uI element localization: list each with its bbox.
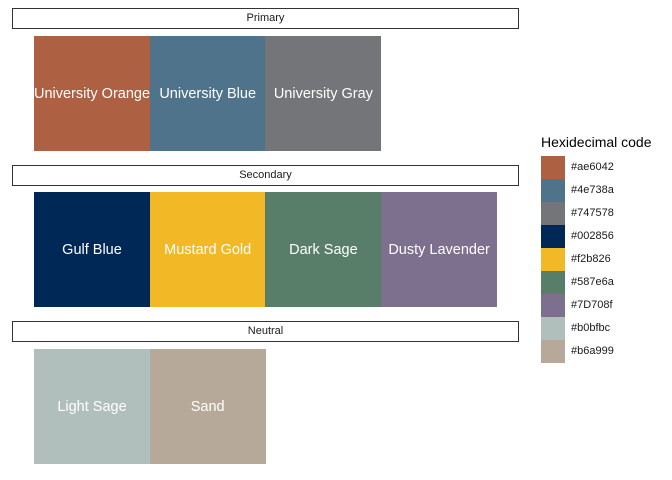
legend-swatch: [541, 248, 565, 271]
legend-label: #587e6a: [571, 276, 614, 288]
color-tile: University Blue: [149, 36, 266, 151]
legend-title: Hexidecimal code: [541, 134, 652, 150]
tile-label: University Orange: [33, 85, 151, 102]
legend-swatch: [541, 179, 565, 202]
legend-label: #747578: [571, 207, 614, 219]
color-tile: Light Sage: [34, 349, 150, 464]
facet-strip-secondary: Secondary: [12, 165, 519, 186]
tile-label: Gulf Blue: [62, 241, 122, 258]
legend-swatch: [541, 225, 565, 248]
legend-item: #f2b826: [541, 248, 652, 271]
legend-item: #587e6a: [541, 271, 652, 294]
legend-item: #7D708f: [541, 294, 652, 317]
legend-label: #f2b826: [571, 253, 611, 265]
tile-label: Dusty Lavender: [388, 241, 490, 258]
legend-swatch: [541, 156, 565, 179]
legend-item: #ae6042: [541, 156, 652, 179]
color-tile: University Orange: [34, 36, 150, 151]
legend: Hexidecimal code #ae6042 #4e738a #747578 #0…: [541, 134, 652, 363]
legend-item: #4e738a: [541, 179, 652, 202]
legend-label: #7D708f: [571, 299, 613, 311]
legend-item: #b0bfbc: [541, 317, 652, 340]
tile-label: Dark Sage: [289, 241, 358, 258]
legend-swatch: [541, 294, 565, 317]
color-tile: Dusty Lavender: [381, 192, 498, 307]
legend-label: #4e738a: [571, 184, 614, 196]
color-tile: Mustard Gold: [149, 192, 266, 307]
legend-swatch: [541, 202, 565, 225]
legend-item: #002856: [541, 225, 652, 248]
legend-label: #b6a999: [571, 345, 614, 357]
legend-label: #002856: [571, 230, 614, 242]
tile-label: Light Sage: [57, 398, 127, 415]
legend-items: #ae6042 #4e738a #747578 #002856 #f2b826 #587e…: [541, 156, 652, 363]
color-tile: Dark Sage: [265, 192, 382, 307]
legend-label: #b0bfbc: [571, 322, 611, 334]
legend-item: #b6a999: [541, 340, 652, 363]
tile-label: Mustard Gold: [164, 241, 252, 258]
color-tile: University Gray: [265, 36, 382, 151]
color-tile: Gulf Blue: [34, 192, 150, 307]
tile-label: University Gray: [273, 85, 373, 102]
tile-label: University Blue: [159, 85, 257, 102]
legend-label: #ae6042: [571, 161, 614, 173]
color-tile: Sand: [149, 349, 266, 464]
legend-item: #747578: [541, 202, 652, 225]
legend-swatch: [541, 317, 565, 340]
facet-strip-primary: Primary: [12, 8, 519, 29]
facet-strip-neutral: Neutral: [12, 321, 519, 342]
legend-swatch: [541, 271, 565, 294]
tile-label: Sand: [190, 398, 225, 415]
legend-swatch: [541, 340, 565, 363]
